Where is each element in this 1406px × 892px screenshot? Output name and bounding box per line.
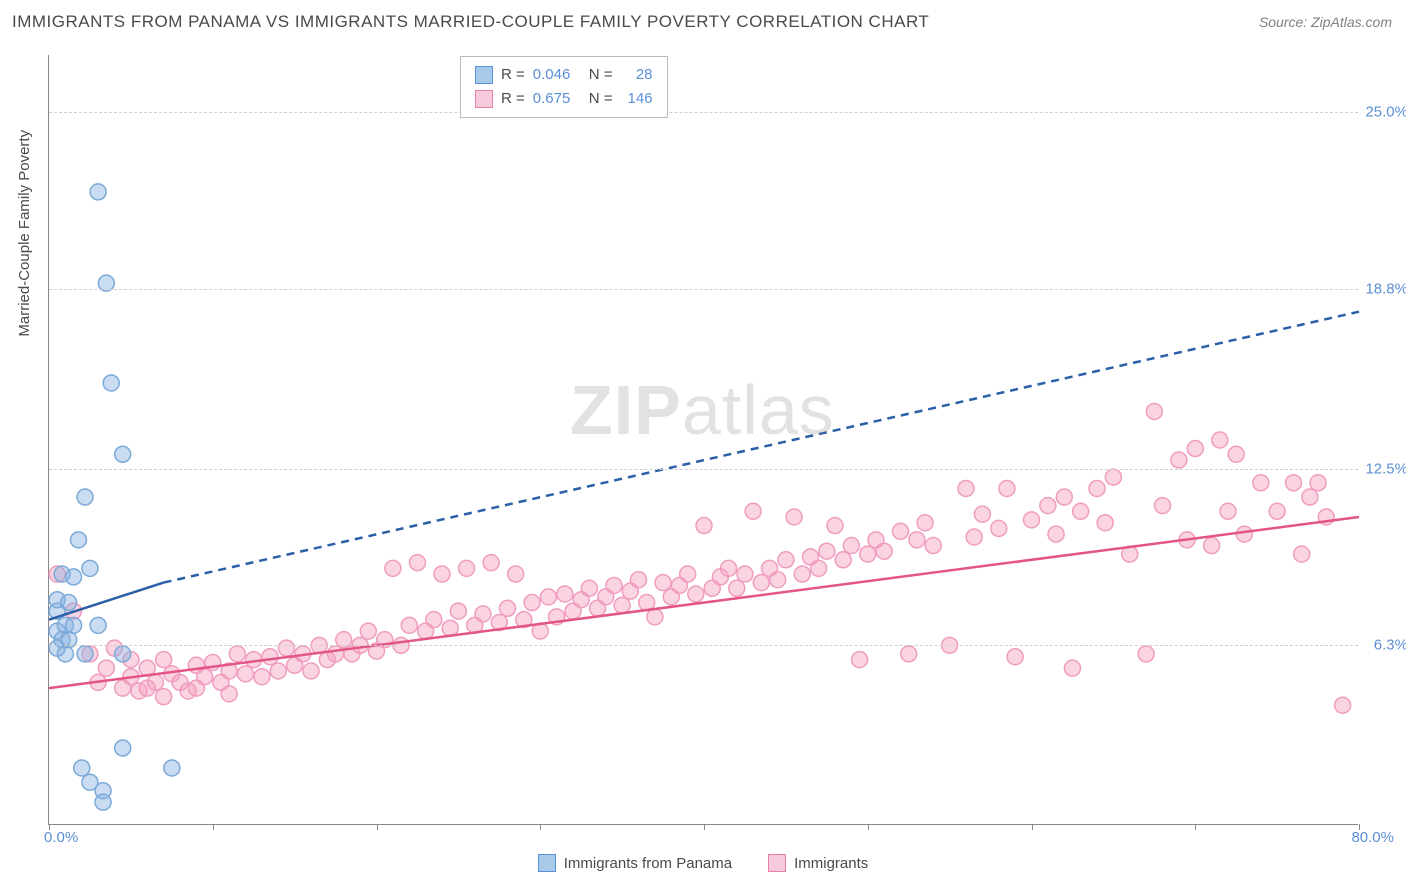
x-tick [868, 824, 869, 830]
r-label: R = [501, 63, 525, 87]
x-tick [213, 824, 214, 830]
r-value-b: 0.675 [533, 87, 581, 111]
y-tick-label: 25.0% [1364, 104, 1406, 121]
r-value-a: 0.046 [533, 63, 581, 87]
x-tick [1032, 824, 1033, 830]
legend-item-series-a: Immigrants from Panama [538, 854, 732, 872]
chart-title: IMMIGRANTS FROM PANAMA VS IMMIGRANTS MAR… [12, 12, 929, 32]
y-tick-label: 12.5% [1364, 460, 1406, 477]
n-value-b: 146 [621, 87, 653, 111]
legend-label-a: Immigrants from Panama [564, 855, 732, 872]
plot-area: 6.3%12.5%18.8%25.0% [48, 55, 1358, 825]
chart-svg [49, 55, 1358, 824]
x-tick [540, 824, 541, 830]
x-tick [1195, 824, 1196, 830]
source-attribution: Source: ZipAtlas.com [1259, 14, 1392, 30]
y-tick-label: 18.8% [1364, 280, 1406, 297]
swatch-series-a-bottom [538, 854, 556, 872]
legend-correlation-box: R = 0.046 N = 28 R = 0.675 N = 146 [460, 56, 668, 118]
swatch-series-a [475, 66, 493, 84]
gridline [49, 112, 1358, 113]
legend-label-b: Immigrants [794, 855, 868, 872]
x-axis-min-label: 0.0% [44, 829, 78, 846]
gridline [49, 645, 1358, 646]
legend-item-series-b: Immigrants [768, 854, 868, 872]
legend-row-series-a: R = 0.046 N = 28 [475, 63, 653, 87]
n-label: N = [589, 87, 613, 111]
legend-row-series-b: R = 0.675 N = 146 [475, 87, 653, 111]
x-axis-max-label: 80.0% [1351, 829, 1394, 846]
y-axis-label: Married-Couple Family Poverty [16, 130, 33, 337]
n-label: N = [589, 63, 613, 87]
n-value-a: 28 [621, 63, 653, 87]
gridline [49, 469, 1358, 470]
x-tick [704, 824, 705, 830]
r-label: R = [501, 87, 525, 111]
x-tick [377, 824, 378, 830]
swatch-series-b [475, 90, 493, 108]
y-tick-label: 6.3% [1364, 637, 1406, 654]
legend-bottom: Immigrants from Panama Immigrants [0, 854, 1406, 872]
swatch-series-b-bottom [768, 854, 786, 872]
gridline [49, 289, 1358, 290]
